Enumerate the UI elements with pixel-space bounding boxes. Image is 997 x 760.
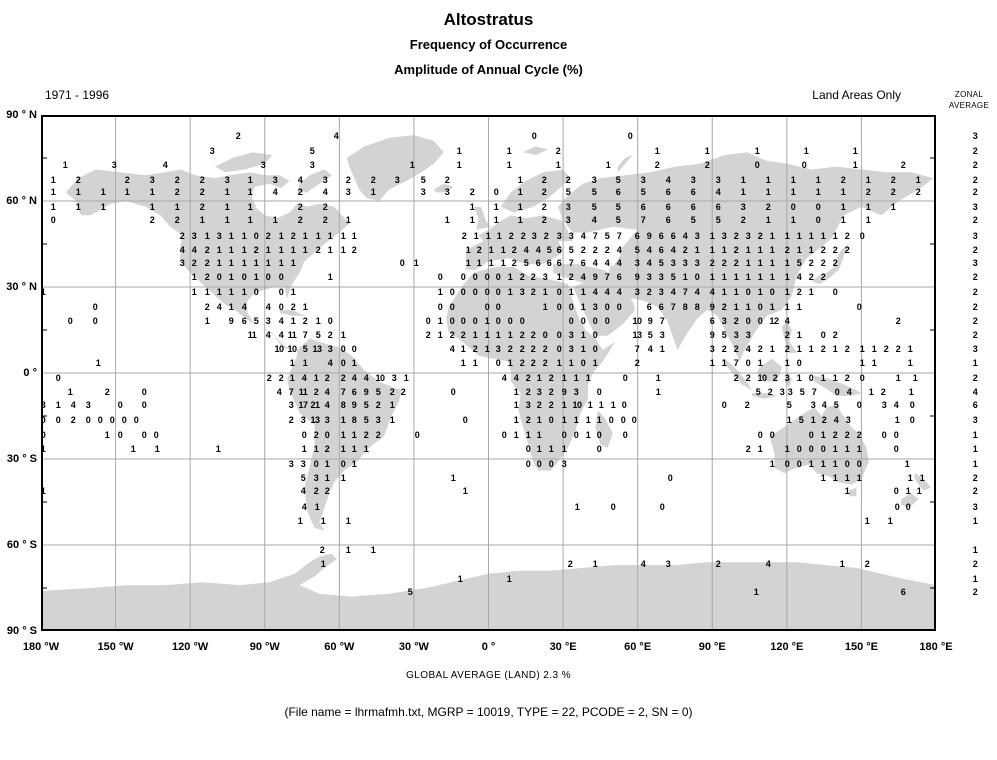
x-tick-label: 30 °W: [398, 641, 429, 653]
x-tick-label: 90 °E: [698, 641, 726, 653]
zonal-average-value: 3: [972, 415, 978, 425]
x-tick-label: 120 °E: [770, 641, 804, 653]
land-polygon: [279, 309, 305, 316]
land-polygon: [287, 338, 402, 531]
land-polygon: [752, 393, 777, 399]
zonal-average-value: 2: [972, 215, 978, 225]
y-tick-label: 30 ° N: [6, 281, 37, 293]
zonal-average-value: 2: [972, 330, 978, 340]
zonal-average-value: 3: [972, 502, 978, 512]
global-average-label: GLOBAL AVERAGE (LAND) 2.3 %: [406, 670, 571, 681]
land-polygon: [523, 146, 549, 156]
map-border: [41, 115, 936, 631]
y-tick-label: 0 °: [23, 367, 37, 379]
land-polygon: [722, 358, 752, 391]
x-tick-label: 60 °E: [624, 641, 652, 653]
zonal-average-value: 2: [972, 373, 978, 383]
y-tick-label: 90 ° N: [6, 109, 37, 121]
plot-subtitle-frequency: Frequency of Occurrence: [409, 37, 568, 52]
x-tick-label: 180 °E: [919, 641, 953, 653]
land-polygon: [553, 264, 638, 302]
land-polygon: [500, 169, 571, 213]
y-tick-label: 90 ° S: [6, 625, 37, 637]
zonal-average-value: 2: [972, 473, 978, 483]
file-info-label: (File name = lhrmafmh.txt, MGRP = 10019,…: [284, 705, 693, 719]
land-polygon: [901, 493, 919, 508]
zonal-average-value: 1: [972, 358, 978, 368]
x-tick-label: 90 °W: [249, 641, 280, 653]
zonal-average-value: 2: [972, 486, 978, 496]
zonal-average-value: 3: [972, 258, 978, 268]
zonal-average-value: 3: [972, 131, 978, 141]
land-polygon: [558, 152, 934, 256]
y-tick-label: 60 ° S: [6, 539, 37, 551]
zonal-average-value: 2: [972, 160, 978, 170]
zonal-average-value: 1: [972, 444, 978, 454]
land-polygon: [913, 473, 931, 491]
zonal-average-value: 1: [972, 545, 978, 555]
world-map: [41, 115, 936, 631]
x-tick-label: 60 °W: [324, 641, 355, 653]
land-polygon: [466, 215, 573, 270]
land-polygon: [811, 244, 849, 285]
plot-subtitle-amplitude: Amplitude of Annual Cycle (%): [394, 62, 583, 77]
land-polygon: [607, 229, 832, 362]
land-polygon: [433, 183, 454, 193]
water-polygon: [252, 183, 285, 210]
zonal-average-value: 2: [972, 272, 978, 282]
zonal-average-value: 3: [972, 231, 978, 241]
land-polygon: [769, 404, 869, 485]
zonal-average-value: 1: [972, 516, 978, 526]
x-tick-label: 30 °E: [549, 641, 577, 653]
land-polygon: [595, 410, 613, 448]
land-polygon: [473, 206, 491, 230]
coverage-label: Land Areas Only: [812, 88, 901, 102]
x-tick-label: 0 °: [481, 641, 496, 653]
zonal-average-value: 3: [972, 344, 978, 354]
zonal-average-value: 2: [972, 587, 978, 597]
water-polygon: [558, 241, 588, 250]
y-tick-label: 30 ° S: [6, 453, 37, 465]
zonal-average-value: 2: [972, 287, 978, 297]
zonal-average-value: 2: [972, 187, 978, 197]
zonal-average-value: 2: [972, 146, 978, 156]
x-tick-label: 180 °W: [22, 641, 60, 653]
zonal-header-line2: AVERAGE: [948, 101, 990, 110]
land-polygon: [215, 152, 273, 173]
zonal-average-value: 4: [972, 387, 978, 397]
land-polygon: [757, 358, 782, 382]
zonal-average-value: 2: [972, 302, 978, 312]
zonal-average-value: 1: [972, 574, 978, 584]
land-polygon: [573, 281, 636, 336]
x-tick-label: 120 °W: [172, 641, 209, 653]
water-polygon: [605, 241, 621, 267]
zonal-header-line1: ZONAL: [954, 90, 984, 99]
land-polygon: [65, 169, 350, 351]
land-polygon: [617, 155, 633, 173]
plot-title: Altostratus: [443, 10, 534, 29]
land-polygon: [346, 135, 444, 201]
land-polygon: [784, 373, 792, 388]
zonal-average-value: 2: [972, 175, 978, 185]
zonal-average-value: 2: [972, 245, 978, 255]
zonal-average-value: 2: [972, 559, 978, 569]
zonal-average-value: 1: [972, 430, 978, 440]
zonal-average-value: 3: [972, 202, 978, 212]
land-polygon: [297, 169, 332, 193]
zonal-average-value: 1: [972, 459, 978, 469]
period-label: 1971 - 1996: [45, 88, 110, 102]
x-tick-label: 150 °W: [97, 641, 134, 653]
zonal-average-value: 6: [972, 400, 978, 410]
x-tick-label: 150 °E: [844, 641, 878, 653]
land-polygon: [814, 375, 862, 396]
y-tick-label: 60 ° N: [6, 195, 37, 207]
zonal-average-value: 2: [972, 316, 978, 326]
land-polygon: [781, 321, 797, 353]
land-polygon: [849, 487, 857, 497]
zonal-average-header: ZONAL AVERAGE: [941, 89, 997, 111]
